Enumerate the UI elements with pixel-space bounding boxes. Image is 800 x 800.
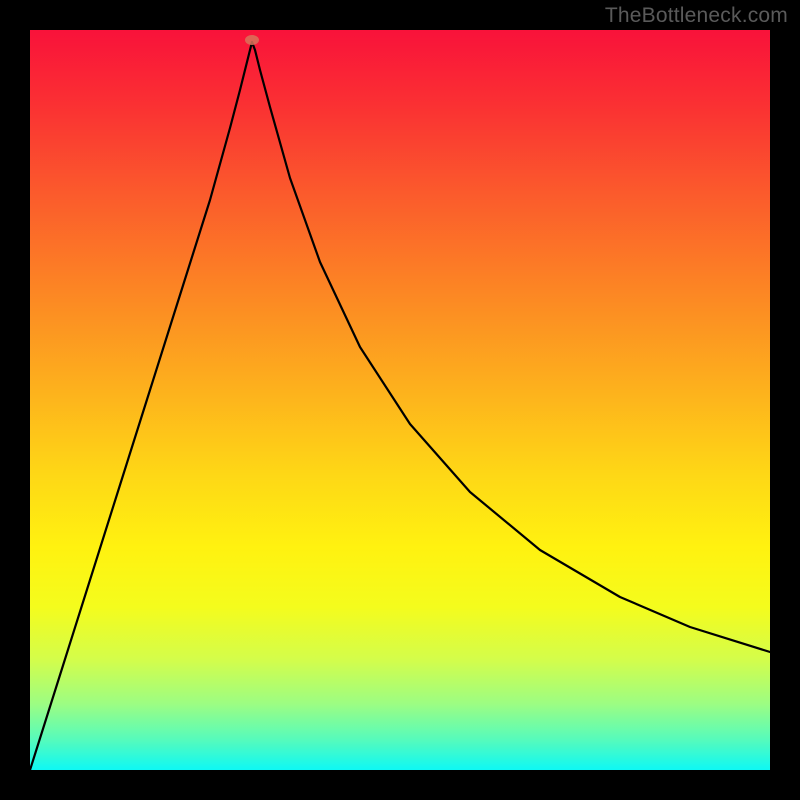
bottleneck-curve-layer: [30, 30, 770, 770]
plot-area: [30, 30, 770, 770]
chart-container: TheBottleneck.com: [0, 0, 800, 800]
bottleneck-curve: [30, 42, 770, 770]
watermark-text: TheBottleneck.com: [605, 4, 788, 28]
minimum-marker: [245, 35, 259, 45]
